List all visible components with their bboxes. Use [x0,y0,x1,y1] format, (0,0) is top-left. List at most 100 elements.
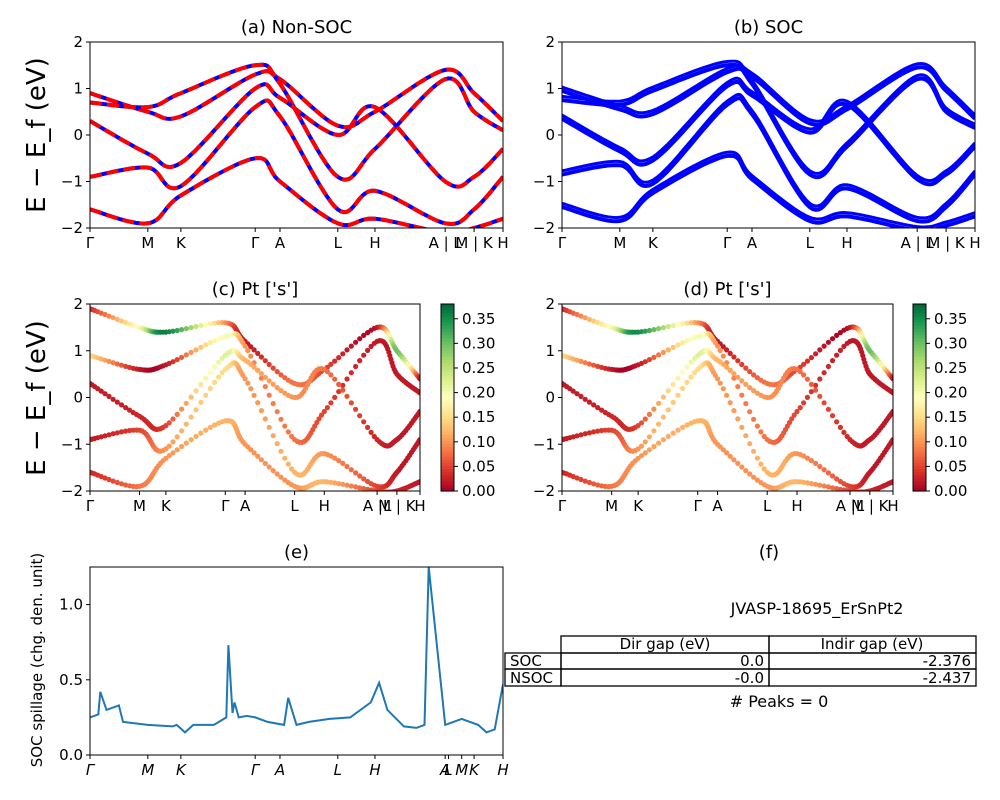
band-point [724,392,730,398]
band-point [102,357,108,363]
band-point [817,482,823,488]
band-point [344,393,350,399]
colorbar-segment [913,307,926,311]
x-tick-label: M | K [927,234,966,252]
x-tick-label: A |L [363,497,392,515]
band-point [255,453,261,459]
band-point [118,429,125,435]
band-point [801,400,807,406]
colorbar-segment [913,353,926,358]
colorbar-segment [913,416,926,420]
band-point [251,364,257,370]
colorbar-segment [441,369,454,374]
band-point [791,412,797,418]
colorbar-segment [441,459,454,464]
band-point [245,347,251,354]
y-tick-label: 1 [545,80,555,98]
colorbar-segment [441,319,454,324]
band-point [166,420,172,426]
x-tick-label: L [806,234,815,252]
band-point [813,460,819,466]
band-point [660,325,667,331]
band-point [278,388,284,394]
band-point [574,357,580,363]
x-tick-label: K [176,761,187,779]
band-point [110,478,116,484]
y-tick-label: −2 [61,482,83,500]
colorbar-segment [441,472,454,477]
band-point [797,405,803,411]
band-point [675,321,681,328]
band-point [203,392,209,398]
band-point [262,460,268,466]
band-line-dashed [90,62,503,182]
band-line [562,79,975,187]
x-tick-label: M [455,761,468,779]
band-point [747,471,753,477]
colorbar-tick-label: 0.15 [934,408,967,426]
band-point [595,319,601,326]
band-point [216,359,222,365]
band-point [841,343,847,349]
table-row-nsoc-label: NSOC [510,669,553,687]
y-tick-label: −2 [533,219,555,237]
x-tick-label: H [319,497,330,515]
band-line-split [562,76,975,183]
band-point [417,437,420,443]
band-point [841,429,847,435]
colorbar-segment [441,447,454,452]
panel-title: (e) [284,542,309,563]
colorbar-segment [913,372,926,377]
band-point [198,430,204,436]
band-point [106,393,112,399]
colorbar-segment [913,366,926,371]
band-point [817,376,823,382]
colorbar-segment [441,450,454,455]
band-point [174,327,180,334]
band-point [166,443,172,449]
colorbar-tick-label: 0.05 [462,457,495,475]
band-point [278,448,284,454]
band-point [274,369,280,375]
band-point [761,466,767,472]
band-point [801,361,807,367]
band-point [188,394,194,400]
band-point [578,313,584,319]
colorbar-segment [913,484,926,489]
band-point [118,481,125,487]
band-point [328,361,334,367]
band-point [591,402,597,408]
band-point [595,482,601,488]
band-point [193,323,199,330]
x-tick-label: H [841,234,852,252]
y-tick-label: −1 [61,435,83,453]
colorbar: 0.35 0.30 0.25 0.20 0.15 0.10 0.05 0.00 [912,303,967,500]
colorbar-segment [441,304,454,308]
band-point [720,353,726,359]
band-point [361,352,367,358]
band-point [258,371,264,377]
colorbar-segment [441,453,454,458]
band-point [212,379,218,385]
band-point [646,434,653,440]
band-point [821,400,827,406]
band-point [336,481,342,487]
band-point [207,321,213,327]
band-point [574,391,580,397]
band-point [336,389,342,395]
colorbar-segment [441,344,454,349]
band-point [591,429,597,435]
x-tick-label: L [290,497,299,515]
band-line-split [562,92,975,220]
panel-e-soc-spillage: (e)1.00.50.0Γ M K Γ A L H AL M K H [59,542,509,779]
x-tick-label: A [274,761,285,779]
band-point [890,479,893,485]
panel-f-title: (f) [759,542,779,563]
colorbar-segment [913,403,926,408]
colorbar-segment [913,413,926,417]
band-point [188,325,194,331]
band-point [743,401,749,407]
colorbar: 0.35 0.30 0.25 0.20 0.15 0.10 0.05 0.00 [440,303,495,500]
